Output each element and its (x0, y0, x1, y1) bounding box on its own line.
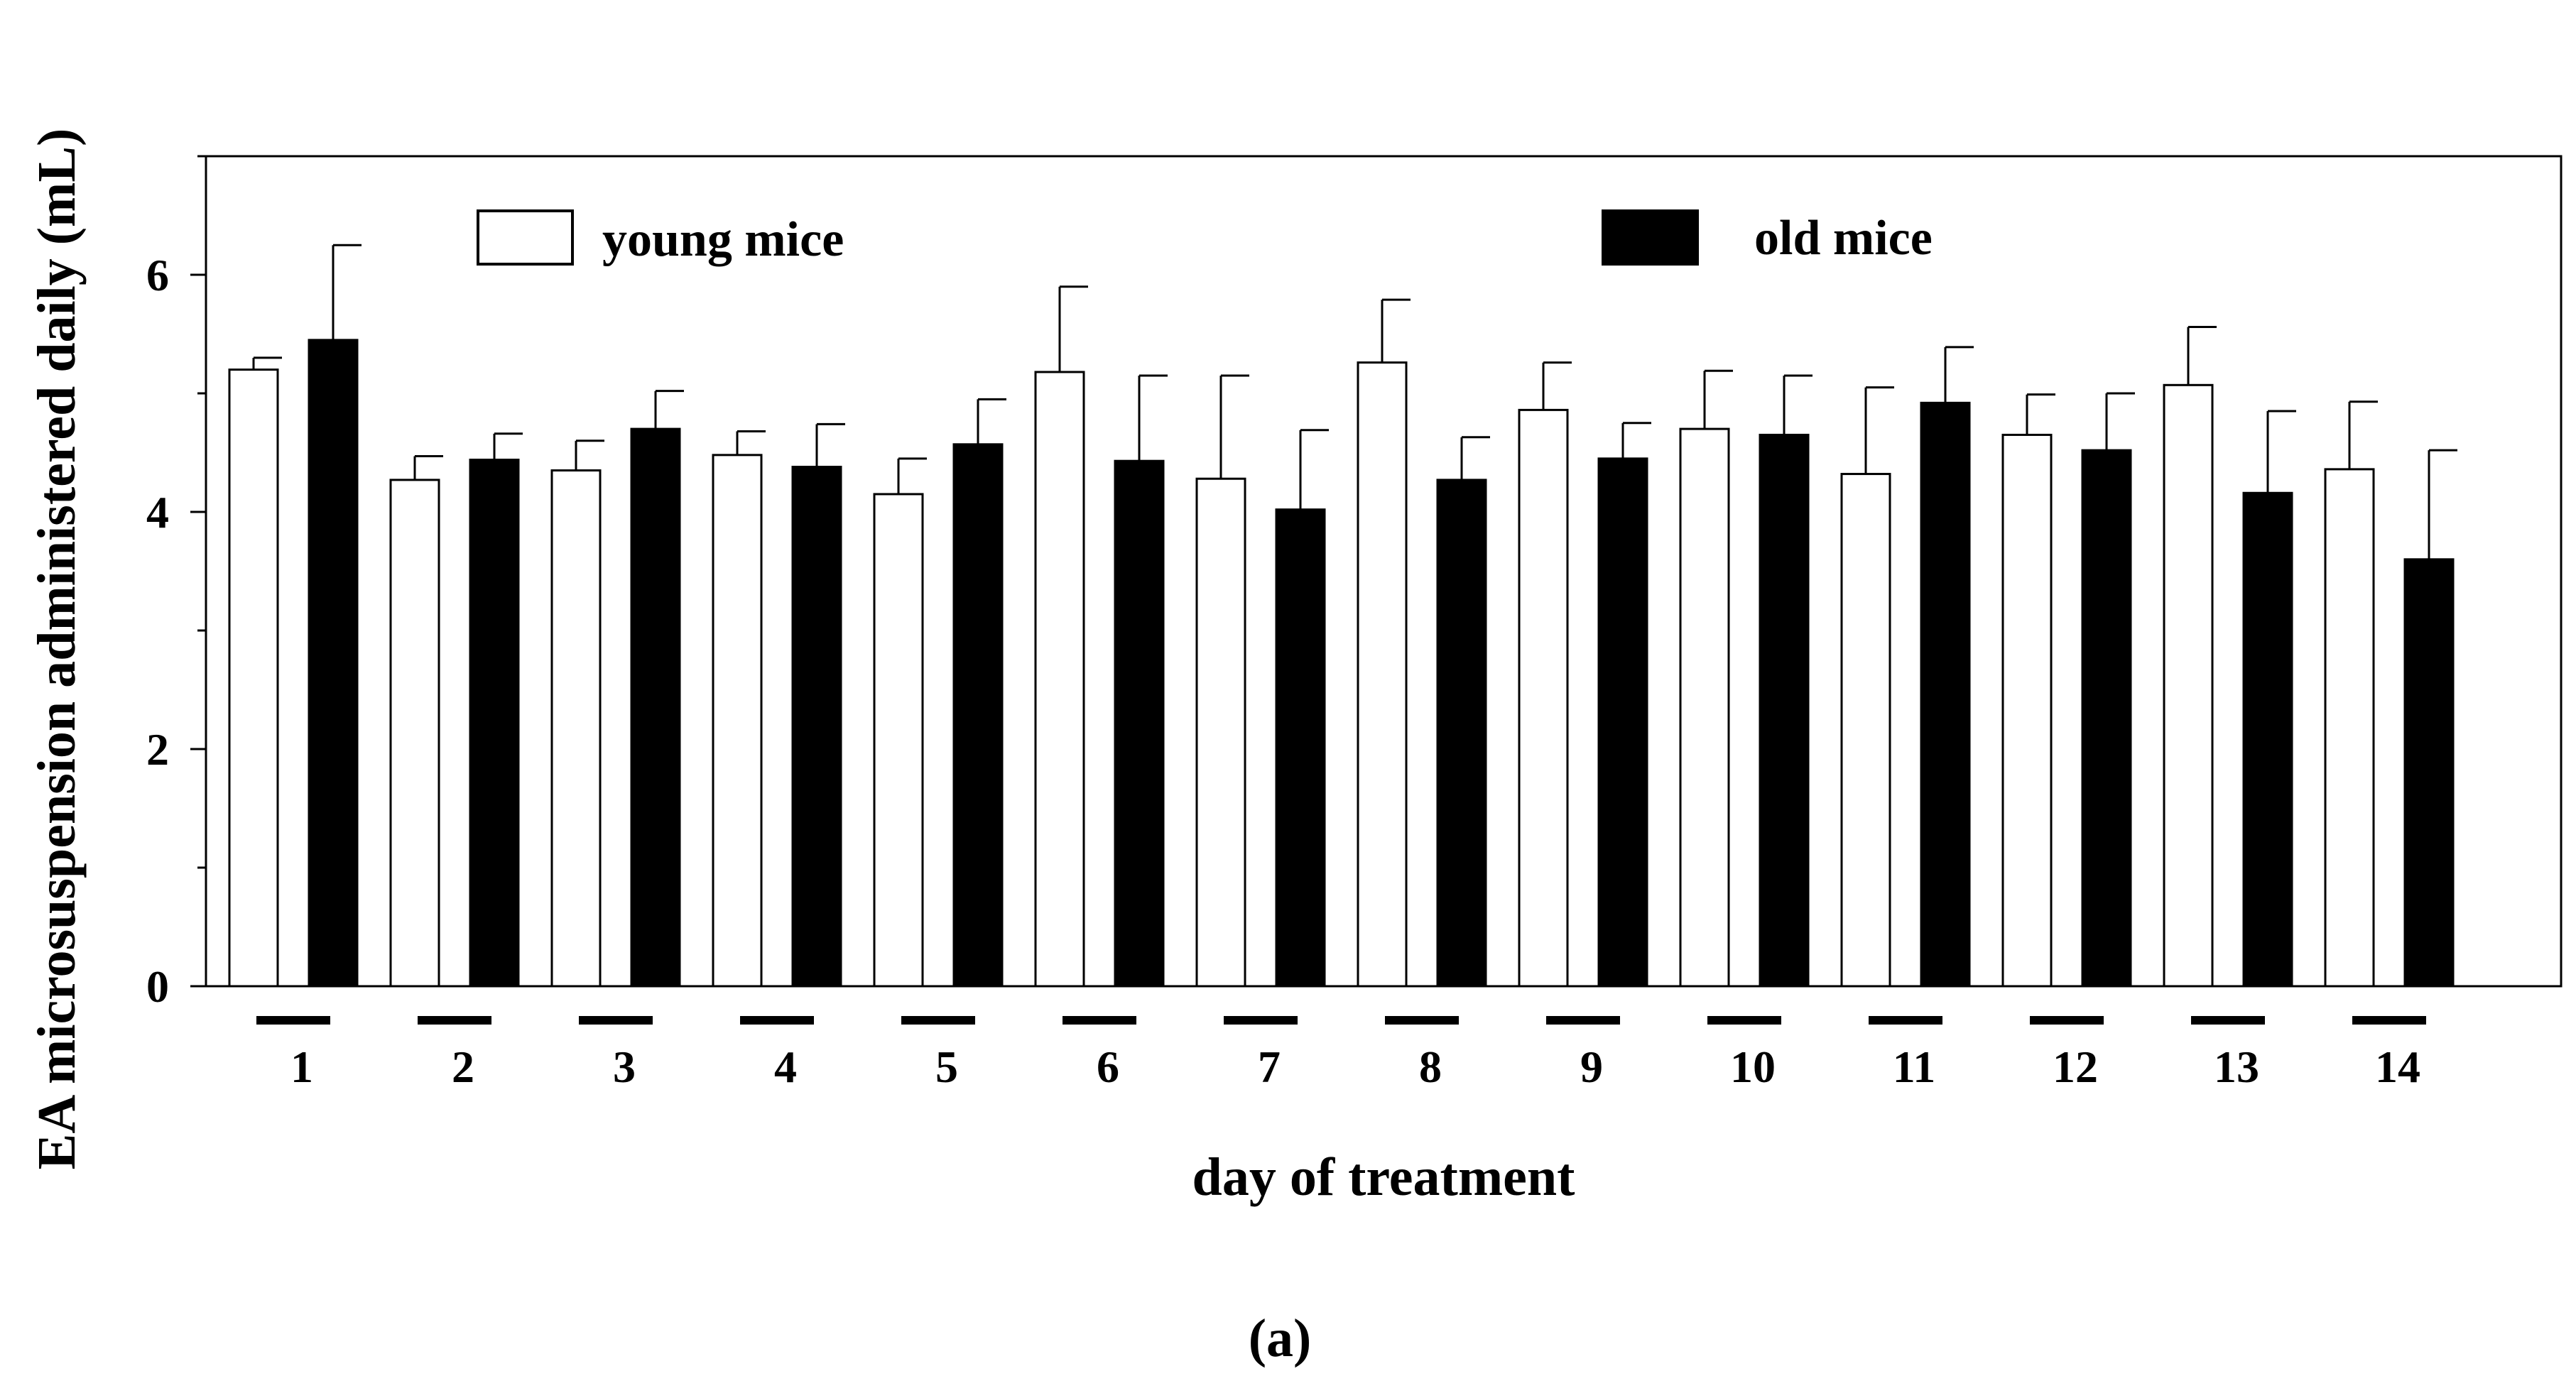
bar-young-mice (712, 454, 763, 988)
bar-old-mice (1114, 459, 1165, 988)
bars (228, 244, 2457, 988)
bar-old-mice (1275, 508, 1326, 988)
bar-old-mice (308, 339, 359, 988)
bar-old-mice (1436, 479, 1487, 988)
bar-old-mice (630, 427, 681, 988)
bar-old-mice (1920, 401, 1971, 988)
bar-old-mice (2242, 491, 2293, 988)
bar-old-mice (1759, 433, 1810, 988)
x-tick-label: 5 (935, 1042, 958, 1092)
x-tick-label: 10 (1730, 1042, 1776, 1092)
bar-old-mice (952, 443, 1004, 988)
bar-young-mice (873, 493, 924, 988)
legend-label-young-mice: young mice (602, 212, 844, 267)
bar-young-mice (1034, 371, 1085, 988)
x-tick-label: 8 (1419, 1042, 1442, 1092)
x-tick-label: 4 (774, 1042, 797, 1092)
y-axis: 0 2 4 6 (146, 155, 206, 1012)
bar-young-mice (2163, 383, 2214, 988)
day-group-marker (1385, 1016, 1459, 1025)
bar-young-mice (1195, 477, 1246, 988)
bar-young-mice (2001, 433, 2053, 988)
day-group-marker (1869, 1016, 1942, 1025)
bar-young-mice (1518, 408, 1569, 988)
bar-young-mice (389, 479, 440, 988)
bar-young-mice (2324, 468, 2375, 988)
bar-old-mice (2081, 449, 2132, 988)
bar-old-mice (469, 459, 520, 988)
day-group-marker (418, 1016, 491, 1025)
x-tick-label: 6 (1097, 1042, 1119, 1092)
day-group-marker (2352, 1016, 2426, 1025)
y-axis-title: EA microsuspension administered daily (m… (27, 129, 87, 1170)
x-tick-label: 9 (1580, 1042, 1603, 1092)
y-tick-label: 2 (146, 724, 169, 775)
panel-label: (a) (1249, 1309, 1312, 1368)
x-tick-label: 11 (1893, 1042, 1935, 1092)
y-tick-label: 0 (146, 961, 169, 1012)
x-tick-label: 13 (2214, 1042, 2259, 1092)
legend: young mice old mice (477, 209, 1933, 267)
x-tick-label: 1 (290, 1042, 313, 1092)
day-group-marker (1707, 1016, 1781, 1025)
x-tick-label: 3 (613, 1042, 636, 1092)
day-group-marker (256, 1016, 330, 1025)
x-tick-label: 7 (1258, 1042, 1281, 1092)
legend-swatch-young-mice (477, 209, 574, 266)
x-tick-label: 14 (2375, 1042, 2420, 1092)
day-group-marker (579, 1016, 653, 1025)
bar-young-mice (1840, 473, 1891, 988)
y-tick-label: 6 (146, 250, 169, 300)
day-group-marker (2030, 1016, 2104, 1025)
legend-swatch-old-mice (1602, 209, 1699, 266)
bar-young-mice (228, 368, 279, 988)
day-group-marker (1224, 1016, 1298, 1025)
bar-young-mice (1357, 361, 1408, 988)
bar-old-mice (2403, 558, 2455, 988)
day-group-marker (740, 1016, 814, 1025)
x-tick-label: 2 (452, 1042, 474, 1092)
x-axis-title: day of treatment (1192, 1147, 1575, 1207)
x-axis: 1 2 3 4 5 6 7 8 9 10 11 12 13 14 (256, 1016, 2426, 1092)
bar-young-mice (1679, 427, 1730, 988)
bar-young-mice (550, 469, 602, 988)
day-group-marker (901, 1016, 975, 1025)
bar-old-mice (1597, 457, 1648, 988)
day-group-marker (2191, 1016, 2265, 1025)
bar-old-mice (791, 466, 842, 988)
day-group-marker (1063, 1016, 1136, 1025)
day-group-marker (1546, 1016, 1620, 1025)
x-tick-label: 12 (2053, 1042, 2098, 1092)
legend-label-old-mice: old mice (1754, 211, 1933, 266)
y-tick-label: 4 (146, 487, 169, 537)
